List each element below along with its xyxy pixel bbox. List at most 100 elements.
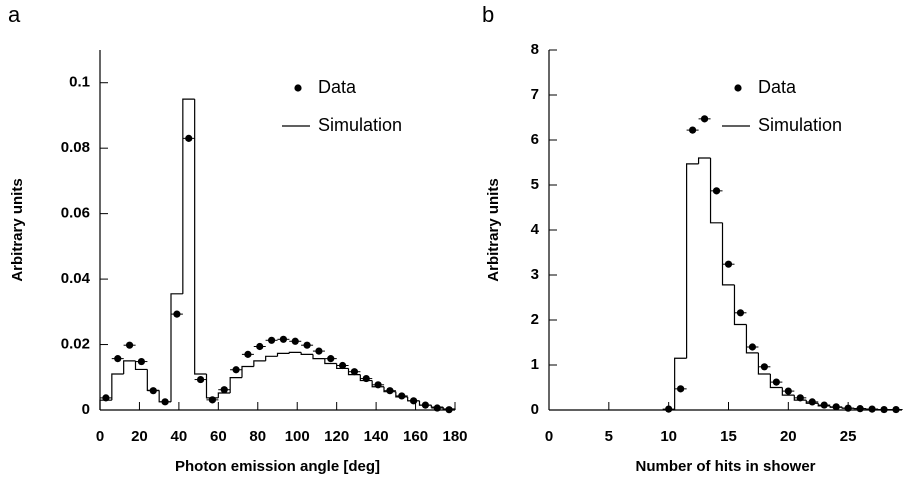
histogram-bin [359,374,373,382]
y-tick-label: 0.02 [61,336,90,353]
x-tick-label: 80 [249,428,266,445]
y-tick-label: 8 [531,41,539,58]
data-point [688,126,697,134]
histogram-bin [253,360,266,367]
data-point [784,387,792,395]
y-tick-label: 0.1 [69,74,90,91]
data-point [232,366,240,374]
data-point [748,343,757,351]
histogram-bin [781,387,795,396]
histogram-bin [312,354,325,360]
x-tick-label: 0 [545,428,553,445]
y-tick-label: 0.06 [61,205,90,222]
y-tick-label: 5 [531,176,539,193]
data-point [267,336,276,344]
histogram-bin [829,405,843,408]
x-tick-label: 120 [324,428,349,445]
data-point [820,401,828,409]
histogram-bin [300,352,313,355]
x-axis-label: Number of hits in shower [635,458,815,475]
x-tick-label: 20 [780,428,797,445]
y-tick-label: 1 [531,356,539,373]
data-point [137,357,146,366]
histogram-bin [146,369,160,391]
y-axis-label: Arbitrary units [9,178,26,281]
x-tick-label: 0 [96,428,104,445]
data-point [433,404,441,412]
data-point [386,387,394,395]
y-tick-label: 0.04 [61,270,91,287]
histogram-bin [229,377,242,393]
histogram-bin [697,157,711,164]
data-point [760,363,768,371]
legend-label: Simulation [758,115,842,135]
histogram-bin [793,395,807,401]
histogram-bin [395,391,408,398]
histogram-bin [745,324,759,354]
x-tick-label: 20 [131,428,148,445]
histogram-bin [182,98,195,294]
data-point [315,347,323,355]
histogram-bin [430,405,444,408]
data-point [125,341,134,349]
data-point [256,342,264,351]
data-point [665,405,673,413]
data-point [398,392,406,400]
histogram-bin [99,399,112,410]
y-tick-label: 0 [82,401,90,418]
histogram-bin [757,352,771,375]
x-tick-label: 140 [364,428,389,445]
legend-label: Data [318,77,357,97]
histogram-bin [288,351,302,354]
histogram-bin [276,352,290,357]
data-point [445,406,453,414]
panel-label: b [482,2,494,27]
data-point [712,187,721,195]
x-tick-label: 25 [840,428,857,445]
data-point [350,368,359,376]
data-point [291,337,299,345]
histogram-bin [442,407,456,410]
data-point [220,386,228,394]
histogram-bin [170,293,183,402]
x-tick-label: 10 [660,428,677,445]
histogram-bin [241,365,254,378]
data-point [736,309,745,317]
data-point [677,385,685,393]
histogram-bin [817,403,831,407]
x-tick-label: 180 [442,428,467,445]
histogram-bin [134,360,148,371]
data-point [279,335,288,343]
y-tick-label: 0.08 [61,139,90,156]
histogram-bin [407,396,420,402]
x-tick-label: 40 [171,428,188,445]
data-point [173,310,181,318]
x-tick-label: 5 [605,428,613,445]
y-tick-label: 4 [531,221,540,238]
legend-marker [294,84,302,92]
histogram-bin [158,390,171,403]
histogram-bin [111,373,124,401]
y-tick-label: 7 [531,86,539,103]
y-tick-label: 0 [531,401,539,418]
data-point [196,375,205,384]
data-point [244,350,252,358]
histogram-bin [721,222,735,286]
y-tick-label: 3 [531,266,539,283]
histogram-bin [336,363,349,370]
legend-marker [734,84,742,92]
histogram-bin [324,358,337,365]
histogram-bin [709,158,723,224]
data-point [772,378,780,386]
legend-label: Data [758,77,797,97]
y-axis-label: Arbitrary units [485,178,502,281]
histogram-bin [217,392,231,398]
histogram-bin [205,374,219,399]
data-point [327,355,335,363]
data-point [338,361,347,370]
histogram-bin [347,368,361,376]
histogram-bin [769,374,783,389]
histogram-bin [265,355,278,361]
histogram-bin [841,407,855,409]
data-point [724,260,733,268]
